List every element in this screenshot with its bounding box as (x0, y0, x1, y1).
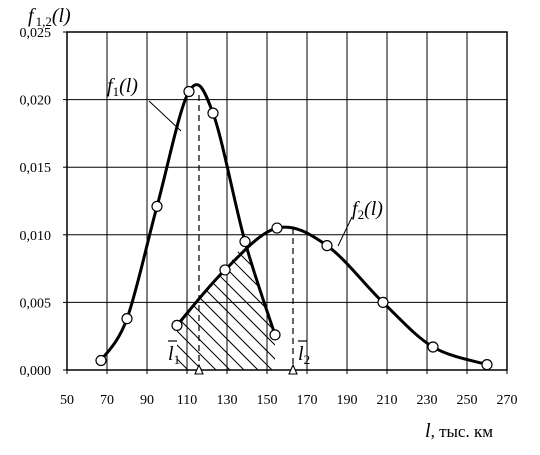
mean-label-1-text: l1 (168, 343, 180, 367)
hatch-line (0, 250, 72, 380)
x-tick-label: 90 (140, 393, 154, 408)
data-point-series-2 (271, 222, 283, 234)
curves (99, 83, 489, 367)
x-tick-label: 210 (377, 393, 398, 408)
x-tick-label: 70 (100, 393, 114, 408)
data-point-series-1 (239, 235, 251, 248)
hatch-line (177, 249, 275, 370)
y-axis-title-arg: (l) (52, 5, 71, 27)
x-tick-label: 270 (497, 393, 518, 408)
x-tick-label: 170 (297, 393, 318, 408)
mean-label-2: l2 (298, 340, 310, 367)
data-point-series-2 (427, 341, 439, 353)
x-tick-label: 190 (337, 393, 358, 408)
y-tick-label: 0,005 (20, 296, 52, 311)
hatch-line (177, 249, 255, 370)
y-tick-label: 0,020 (20, 94, 52, 109)
plot-frame (66, 31, 508, 371)
hatch-line (12, 250, 142, 380)
hatch-line (177, 249, 241, 370)
hatch-line (177, 249, 227, 370)
hatch-line (0, 250, 100, 380)
hatch-line (177, 249, 213, 370)
hatch-line (446, 250, 540, 380)
series-label-f1-text: f1(l) (107, 75, 138, 99)
data-point-series-2 (171, 319, 183, 331)
data-point-series-1 (121, 313, 133, 325)
data-point-series-2 (481, 358, 493, 371)
data-points (95, 85, 493, 371)
x-axis-title: l, тыс. км (425, 420, 493, 442)
data-point-series-2 (321, 240, 333, 252)
x-tick-label: 150 (257, 393, 278, 408)
y-tick-label: 0,015 (20, 161, 52, 176)
hatch-line (26, 250, 156, 380)
hatch-line (0, 250, 44, 380)
hatch-line (292, 250, 422, 380)
y-tick-label: 0,010 (20, 229, 52, 244)
x-tick-label: 250 (457, 393, 478, 408)
overlap-hatch-area (0, 249, 540, 380)
mean-label-2-text: l2 (298, 343, 310, 367)
y-axis-title-sub: 1,2 (36, 14, 52, 29)
x-tick-label: 130 (217, 393, 238, 408)
hatch-line (348, 250, 478, 380)
tick-labels: 50 70 90 110 130 150 170 190 210 230 250 270 0,000 0,… (20, 26, 518, 408)
y-axis-title-main: f (28, 5, 36, 27)
y-tick-label: 0,000 (20, 364, 52, 379)
y-tick-label: 0,025 (20, 26, 52, 41)
x-tick-label: 230 (417, 393, 438, 408)
hatch-line (418, 250, 540, 380)
series-label-f1: f1(l) (107, 75, 182, 132)
mean-lines (194, 95, 298, 375)
hatch-line (0, 250, 128, 380)
hatch-line (0, 250, 58, 380)
data-point-series-1 (95, 354, 107, 367)
x-tick-label: 50 (60, 393, 74, 408)
hatch-line (177, 249, 185, 370)
series-label-f2-text: f2(l) (352, 198, 383, 222)
series-label-f1-leader (148, 100, 182, 132)
series-label-f2-leader (337, 216, 353, 247)
data-point-series-1 (183, 85, 195, 98)
x-axis-title-var: l (425, 420, 431, 442)
hatch-line (320, 250, 450, 380)
data-point-series-2 (219, 264, 231, 276)
x-axis-title-unit: , тыс. км (431, 422, 494, 441)
mean-marker-2 (288, 363, 298, 375)
hatch-line (306, 250, 436, 380)
hatch-line (390, 250, 520, 380)
grid (63, 31, 508, 374)
series-label-f2: f2(l) (337, 198, 383, 247)
data-point-series-1 (269, 329, 281, 341)
hatch-line (0, 250, 86, 380)
mean-marker-1 (194, 363, 204, 375)
data-point-series-1 (151, 200, 163, 213)
data-point-series-1 (207, 107, 219, 119)
mean-label-1: l1 (168, 340, 180, 367)
x-tick-label: 110 (177, 393, 197, 408)
y-axis-title: f 1,2(l) (28, 5, 71, 29)
hatch-line (221, 249, 275, 370)
hatch-line (177, 249, 269, 370)
hatch-line (263, 249, 275, 370)
data-point-series-2 (377, 296, 389, 308)
hatch-line (0, 250, 30, 380)
